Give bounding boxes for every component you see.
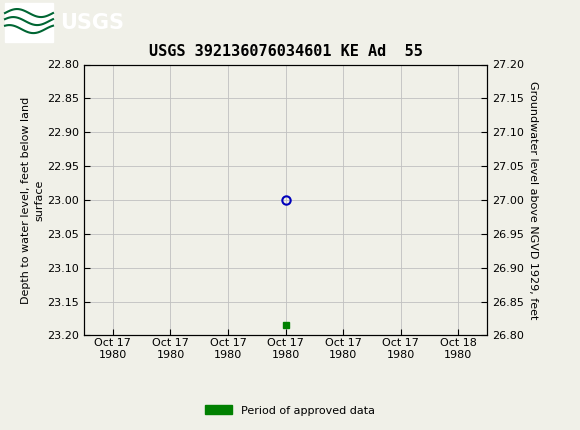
Bar bbox=[5, 3, 53, 42]
Text: USGS: USGS bbox=[60, 13, 124, 33]
Title: USGS 392136076034601 KE Ad  55: USGS 392136076034601 KE Ad 55 bbox=[149, 44, 422, 59]
Y-axis label: Groundwater level above NGVD 1929, feet: Groundwater level above NGVD 1929, feet bbox=[528, 81, 538, 319]
Y-axis label: Depth to water level, feet below land
surface: Depth to water level, feet below land su… bbox=[21, 96, 45, 304]
Legend: Period of approved data: Period of approved data bbox=[200, 401, 380, 420]
